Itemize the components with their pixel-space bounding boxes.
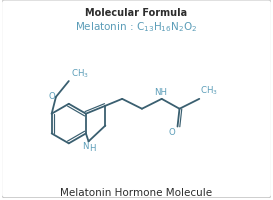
- Text: CH$_3$: CH$_3$: [71, 68, 89, 80]
- Text: O: O: [169, 128, 176, 137]
- Text: O: O: [48, 92, 55, 101]
- Text: CH$_3$: CH$_3$: [200, 84, 218, 97]
- Text: Melatonin : C$_{13}$H$_{16}$N$_{2}$O$_{2}$: Melatonin : C$_{13}$H$_{16}$N$_{2}$O$_{2…: [75, 20, 197, 34]
- Text: Molecular Formula: Molecular Formula: [85, 8, 187, 18]
- Text: Melatonin Hormone Molecule: Melatonin Hormone Molecule: [60, 188, 212, 198]
- Text: N: N: [82, 142, 88, 151]
- Text: NH: NH: [154, 88, 167, 97]
- Text: H: H: [90, 144, 96, 153]
